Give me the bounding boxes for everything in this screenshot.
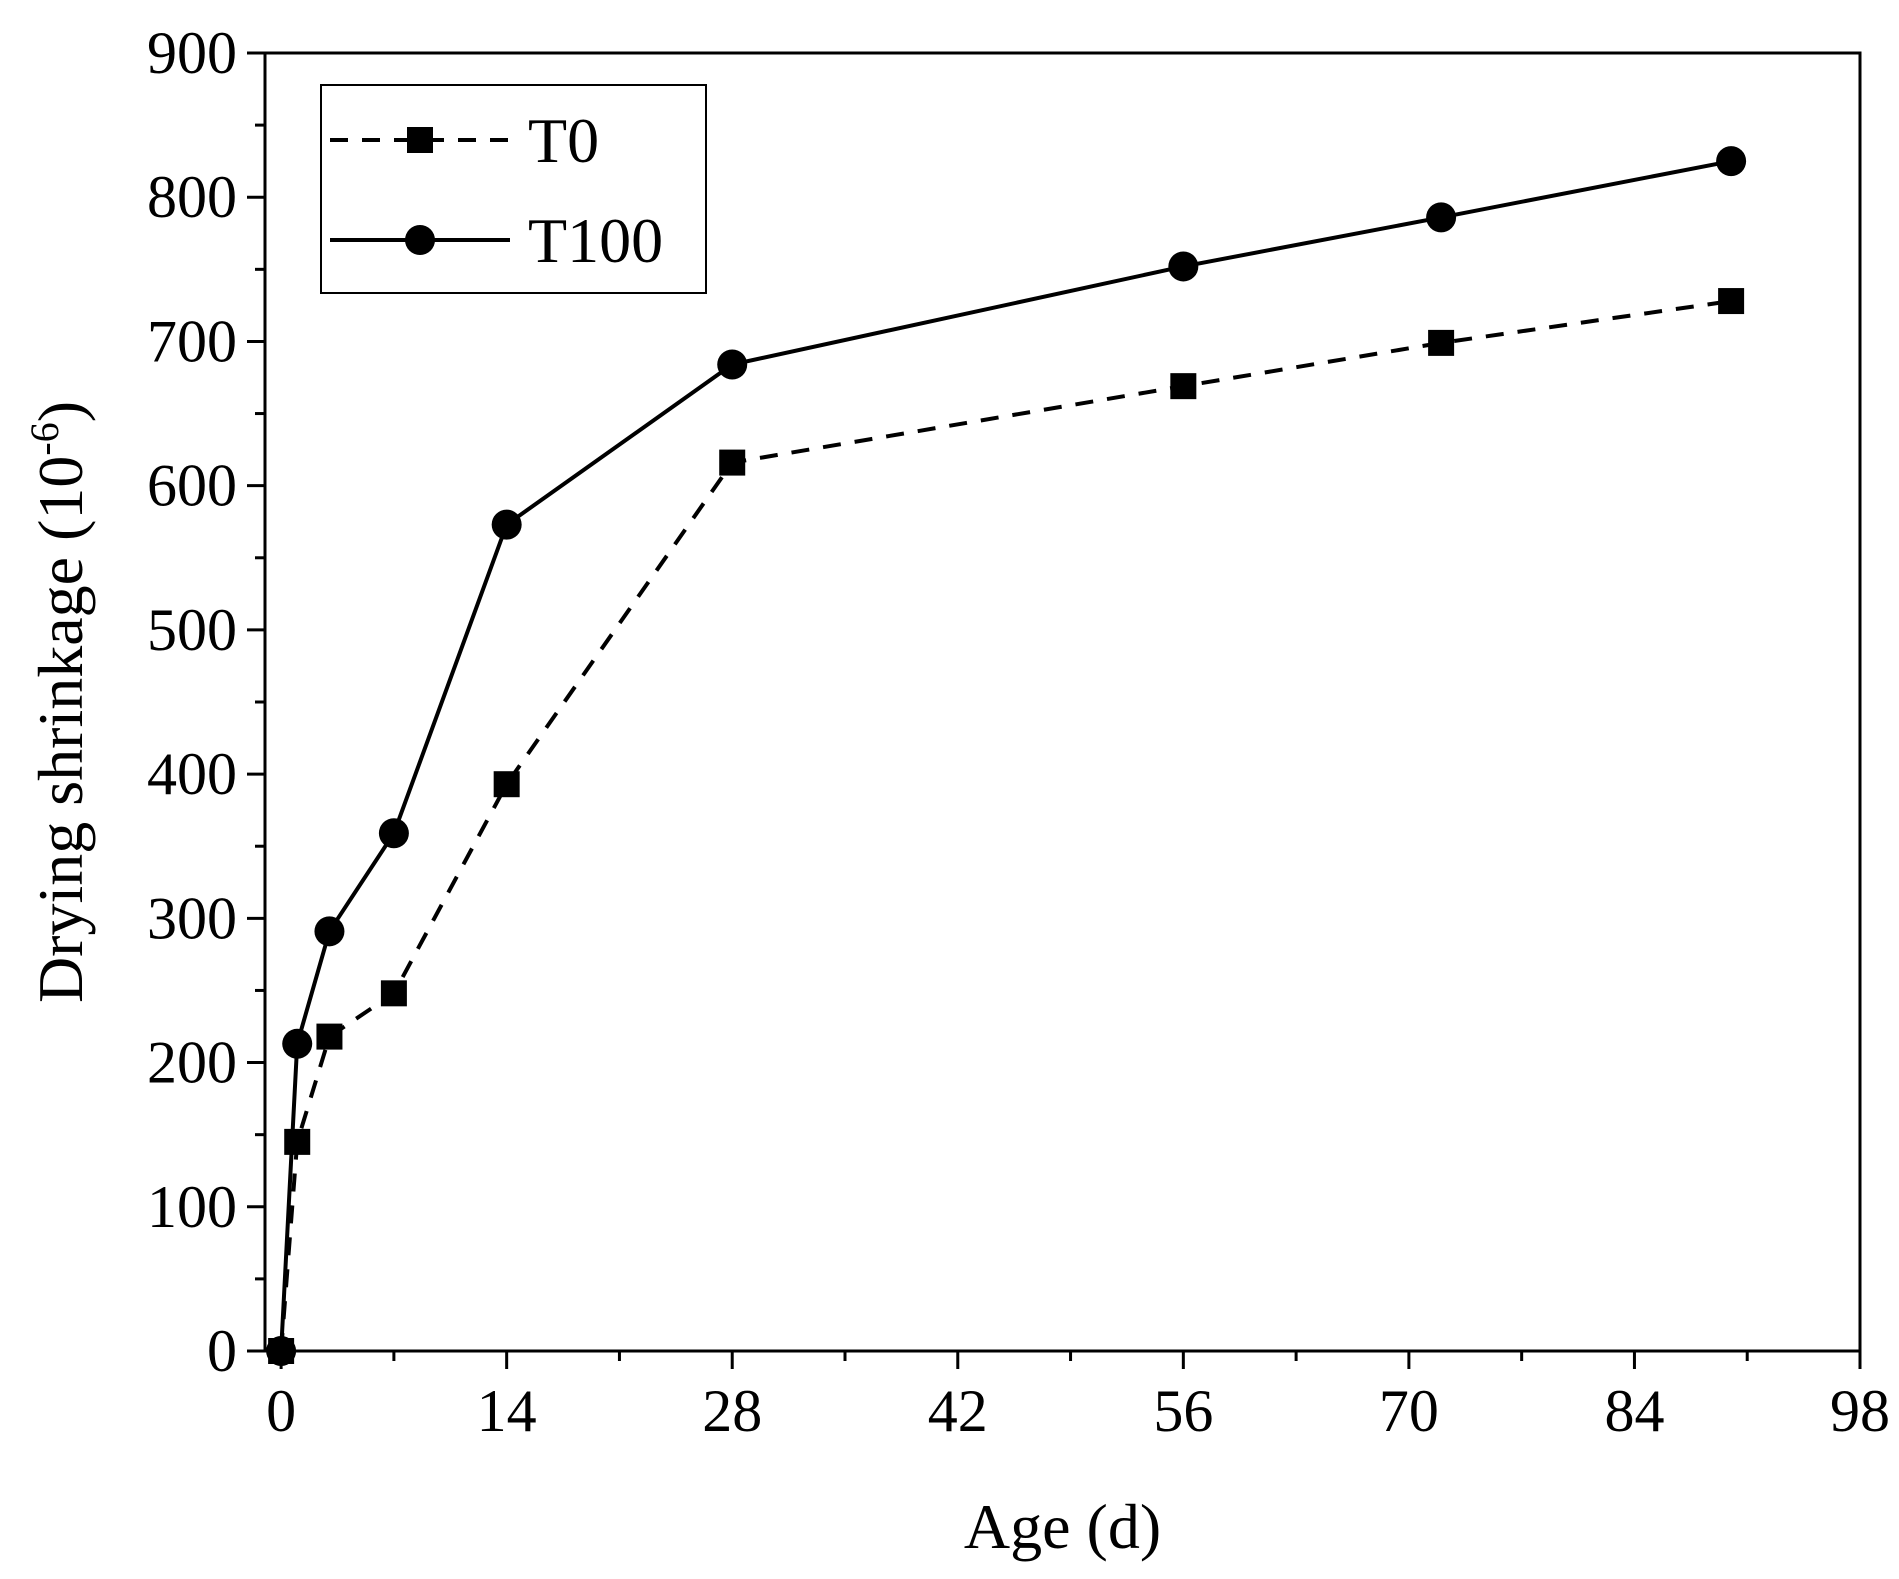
- y-tick-label: 800: [147, 164, 237, 230]
- data-point: [378, 818, 409, 849]
- y-axis-label-exponent: -6: [22, 422, 67, 455]
- data-point: [284, 1128, 311, 1155]
- y-tick-label: 0: [207, 1318, 237, 1384]
- y-axis: 0 100 200 300 400 500 600 700 800 900: [147, 20, 265, 1384]
- y-tick-label: 300: [147, 885, 237, 951]
- y-tick-label: 900: [147, 20, 237, 86]
- y-axis-label: Drying shrinkage (10-6): [22, 401, 96, 1003]
- series-line-T100: [279, 159, 1732, 1352]
- x-tick-label: 42: [928, 1378, 988, 1444]
- data-point: [493, 771, 520, 798]
- legend-label-T100: T100: [528, 205, 663, 276]
- data-point: [1428, 329, 1455, 356]
- data-point: [1716, 146, 1747, 177]
- x-tick-label: 0: [266, 1378, 296, 1444]
- data-point: [1168, 251, 1199, 282]
- y-axis-label-main: Drying shrinkage (10: [25, 456, 96, 1003]
- x-tick-label: 84: [1604, 1378, 1664, 1444]
- x-tick-label: 70: [1379, 1378, 1439, 1444]
- data-point: [1718, 288, 1745, 315]
- legend-label-T0: T0: [528, 105, 599, 176]
- x-axis-label: Age (d): [964, 1491, 1161, 1562]
- y-tick-label: 600: [147, 453, 237, 519]
- x-tick-label: 28: [702, 1378, 762, 1444]
- legend-marker-T0: [407, 127, 433, 153]
- series-T0: [268, 288, 1745, 1364]
- series-T100: [266, 146, 1747, 1366]
- series-line-T0: [279, 299, 1732, 1352]
- y-axis-label-close: ): [25, 401, 96, 422]
- data-point: [1170, 373, 1197, 400]
- data-point: [717, 349, 748, 380]
- x-tick-label: 56: [1153, 1378, 1213, 1444]
- y-tick-label: 500: [147, 597, 237, 663]
- legend: T0 T100: [320, 84, 707, 294]
- data-point: [282, 1028, 313, 1059]
- x-tick-label: 98: [1830, 1378, 1890, 1444]
- legend-marker-T100: [405, 225, 435, 255]
- y-tick-label: 200: [147, 1030, 237, 1096]
- x-axis: 0 14 28 42 56 70 84 98: [266, 1351, 1890, 1444]
- y-tick-label: 100: [147, 1174, 237, 1240]
- data-point: [1426, 202, 1457, 233]
- series-layer: [266, 146, 1747, 1366]
- data-point: [491, 509, 522, 540]
- data-point: [314, 916, 345, 947]
- data-point: [316, 1023, 343, 1050]
- y-tick-label: 400: [147, 741, 237, 807]
- data-point: [719, 449, 746, 476]
- data-point: [380, 980, 407, 1007]
- x-tick-label: 14: [477, 1378, 537, 1444]
- legend-box: [320, 84, 707, 294]
- y-tick-label: 700: [147, 308, 237, 374]
